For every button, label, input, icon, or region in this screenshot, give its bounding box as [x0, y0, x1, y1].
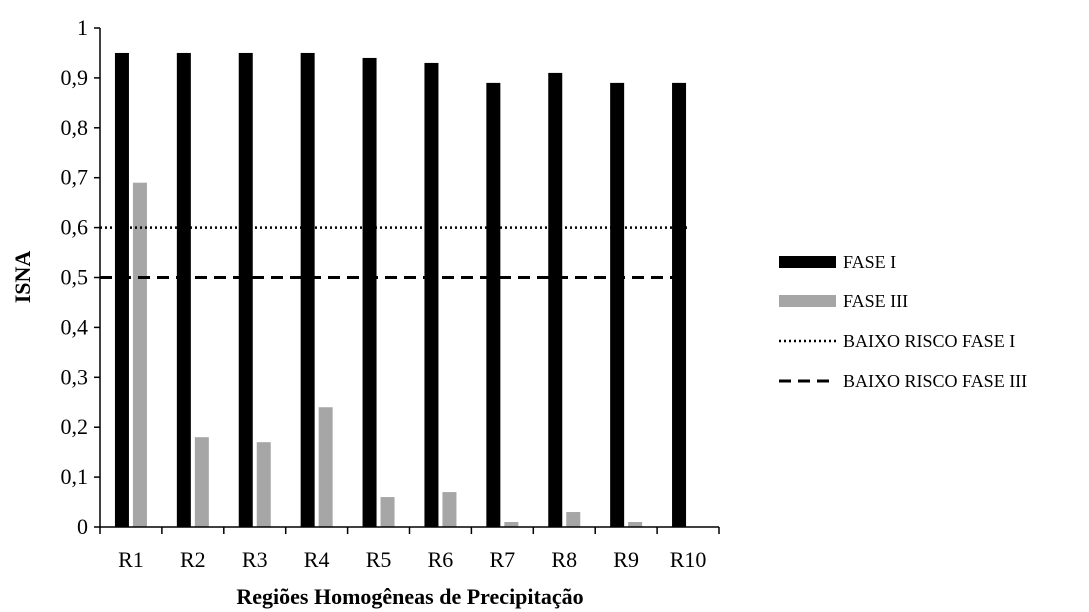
bar-fase-i	[548, 72, 563, 527]
y-tick-label: 0,4	[61, 314, 89, 339]
y-axis-title: ISNA	[10, 251, 35, 304]
bar-fase-iii	[318, 407, 333, 527]
x-tick-labels: R1 R2 R3 R4 R5 R6 R7 R8 R9 R10	[118, 547, 706, 572]
bar-fase-i	[300, 52, 315, 527]
bar-fase-iii	[132, 182, 147, 527]
bar-fase-iii	[256, 442, 271, 527]
bar-fase-iii	[194, 437, 209, 527]
bars-fase-i	[114, 52, 687, 528]
legend-label: BAIXO RISCO FASE I	[843, 331, 1015, 351]
x-tick-label: R7	[490, 547, 516, 572]
bar-fase-i	[610, 82, 625, 527]
legend: FASE I FASE III BAIXO RISCO FASE I BAIXO RI…	[779, 252, 1027, 391]
y-tick-label: 0,3	[61, 364, 89, 389]
y-tick-label: 0,2	[61, 414, 89, 439]
bar-fase-iii	[442, 492, 457, 527]
x-tick-label: R4	[304, 547, 330, 572]
bar-fase-i	[672, 82, 687, 527]
bar-fase-i	[486, 82, 501, 527]
x-tick-label: R9	[613, 547, 639, 572]
bar-fase-iii	[628, 522, 643, 527]
y-tick-label: 0,7	[61, 165, 89, 190]
legend-label: FASE I	[843, 252, 896, 272]
legend-swatch	[779, 295, 836, 307]
bar-fase-i	[362, 57, 377, 527]
x-tick-label: R8	[551, 547, 577, 572]
x-tick-label: R3	[242, 547, 268, 572]
y-tick-label: 0,9	[61, 65, 89, 90]
legend-label: FASE III	[843, 291, 908, 311]
y-tick-label: 1	[77, 15, 88, 40]
y-tick-label: 0,1	[61, 464, 89, 489]
legend-swatch	[779, 256, 836, 268]
y-tick-label: 0,8	[61, 115, 89, 140]
bar-fase-i	[424, 62, 439, 528]
axes	[94, 27, 720, 534]
x-tick-label: R6	[428, 547, 454, 572]
x-tick-label: R10	[670, 547, 707, 572]
reference-lines	[100, 226, 689, 279]
legend-label: BAIXO RISCO FASE III	[843, 371, 1027, 391]
bar-fase-iii	[566, 512, 581, 527]
bar-fase-iii	[380, 497, 395, 527]
x-tick-label: R2	[180, 547, 206, 572]
x-tick-label: R1	[118, 547, 144, 572]
x-axis-title: Regiões Homogêneas de Precipitação	[236, 584, 583, 609]
bar-fase-i	[114, 52, 129, 527]
bar-fase-i	[176, 52, 191, 527]
bar-fase-i	[238, 52, 253, 527]
y-tick-label: 0,5	[61, 265, 89, 290]
y-tick-label: 0,6	[61, 215, 89, 240]
y-tick-label: 0	[77, 514, 88, 539]
bar-fase-iii	[504, 522, 519, 527]
bars-fase-iii	[132, 182, 643, 527]
x-tick-label: R5	[366, 547, 392, 572]
y-tick-labels: 0 0,1 0,2 0,3 0,4 0,5 0,6 0,7 0,8 0,9 1	[61, 15, 89, 539]
